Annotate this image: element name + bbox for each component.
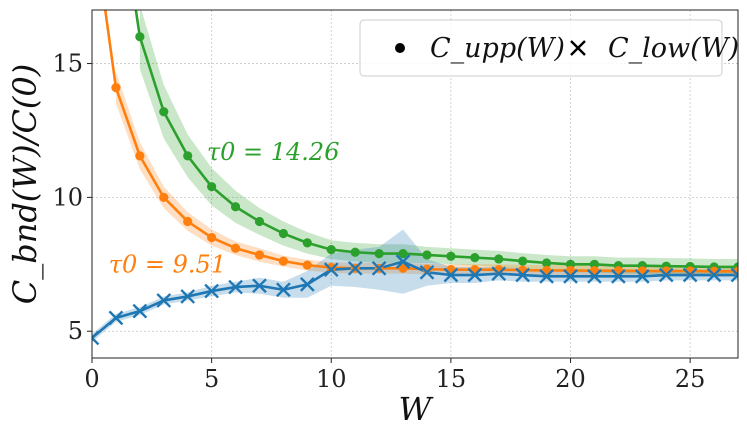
point-series-0 xyxy=(278,228,289,239)
cross-series-2 xyxy=(132,303,148,319)
cross-series-2 xyxy=(204,283,219,299)
cross-series-2 xyxy=(634,269,650,284)
cross-series-2 xyxy=(730,267,738,283)
cross-series-2 xyxy=(299,277,315,292)
point-series-0 xyxy=(207,182,217,192)
point-series-0 xyxy=(302,238,312,248)
x-tick-label: 5 xyxy=(204,365,219,393)
x-tick-label: 15 xyxy=(436,365,467,393)
x-tick-label: 10 xyxy=(316,365,347,393)
cross-series-2 xyxy=(419,264,435,280)
cross-series-2 xyxy=(467,267,483,283)
annotation-orange: τ0 = 9.51 xyxy=(109,250,226,278)
cross-series-2 xyxy=(395,254,411,269)
point-series-1 xyxy=(111,83,121,93)
point-series-0 xyxy=(446,251,456,261)
point-series-1 xyxy=(230,243,241,253)
point-series-1 xyxy=(398,263,408,273)
cross-series-2 xyxy=(180,289,196,304)
confidence-bands xyxy=(92,10,738,342)
x-axis-label: W xyxy=(399,390,435,428)
cross-series-2 xyxy=(443,267,459,283)
cross-series-2 xyxy=(539,269,554,284)
cross-series-2 xyxy=(706,267,722,283)
line-series-2 xyxy=(92,260,738,339)
cross-series-2 xyxy=(276,282,291,298)
cross-series-2 xyxy=(682,267,698,283)
point-series-0 xyxy=(374,249,384,259)
point-series-0 xyxy=(494,254,504,264)
point-series-0 xyxy=(326,244,336,255)
cross-series-2 xyxy=(228,279,243,295)
point-series-1 xyxy=(207,232,217,243)
point-series-0 xyxy=(589,259,600,269)
cross-series-2 xyxy=(92,330,100,346)
cross-series-2 xyxy=(108,310,124,326)
legend-cross-marker xyxy=(570,40,586,56)
point-series-0 xyxy=(518,256,528,266)
legend-cross-stroke xyxy=(570,40,586,56)
x-tick-label: 20 xyxy=(555,365,586,393)
cross-series-2 xyxy=(658,267,674,283)
cross-series-2 xyxy=(156,293,172,308)
y-tick-label: 15 xyxy=(52,50,83,78)
point-series-0 xyxy=(183,151,193,161)
band-series-2 xyxy=(92,229,738,342)
point-series-0 xyxy=(541,258,552,268)
cross-series-2 xyxy=(491,266,507,282)
point-series-1 xyxy=(183,216,193,227)
annotation-green: τ0 = 14.26 xyxy=(207,138,340,166)
point-series-0 xyxy=(230,202,241,212)
point-series-1 xyxy=(326,262,336,273)
cross-series-2 xyxy=(323,262,339,278)
point-series-1 xyxy=(254,250,265,260)
point-series-1 xyxy=(159,192,169,202)
cross-series-2 xyxy=(515,267,531,283)
legend-dot-marker xyxy=(395,43,405,53)
point-series-0 xyxy=(135,32,145,42)
cross-series-2 xyxy=(371,260,387,276)
y-tick-label: 5 xyxy=(68,317,83,345)
plot-frame xyxy=(91,9,739,359)
line-series-1 xyxy=(103,10,738,273)
y-axis-label: C_bnd(W)/C(0) xyxy=(6,64,44,305)
legend-label-upper: C_upp(W) xyxy=(430,33,565,64)
point-series-0 xyxy=(422,250,432,260)
point-series-1 xyxy=(278,256,289,266)
x-tick-label: 0 xyxy=(84,365,99,393)
cross-series-2 xyxy=(252,278,267,294)
legend-label-lower: C_low(W) xyxy=(608,33,739,64)
point-series-0 xyxy=(254,216,265,227)
x-tick-label: 25 xyxy=(675,365,706,393)
cross-series-2 xyxy=(587,269,602,284)
series-markers xyxy=(92,32,738,346)
point-series-0 xyxy=(470,253,480,263)
legend-box xyxy=(359,19,723,77)
legend: C_upp(W) C_low(W) xyxy=(359,19,739,77)
point-series-0 xyxy=(159,107,169,117)
cross-series-2 xyxy=(611,269,626,284)
point-series-1 xyxy=(302,260,312,270)
cross-series-2 xyxy=(563,269,578,284)
cross-series-2 xyxy=(347,260,363,276)
point-series-1 xyxy=(135,151,145,161)
point-series-0 xyxy=(350,247,360,257)
point-series-0 xyxy=(398,249,408,259)
y-tick-label: 10 xyxy=(52,183,83,211)
